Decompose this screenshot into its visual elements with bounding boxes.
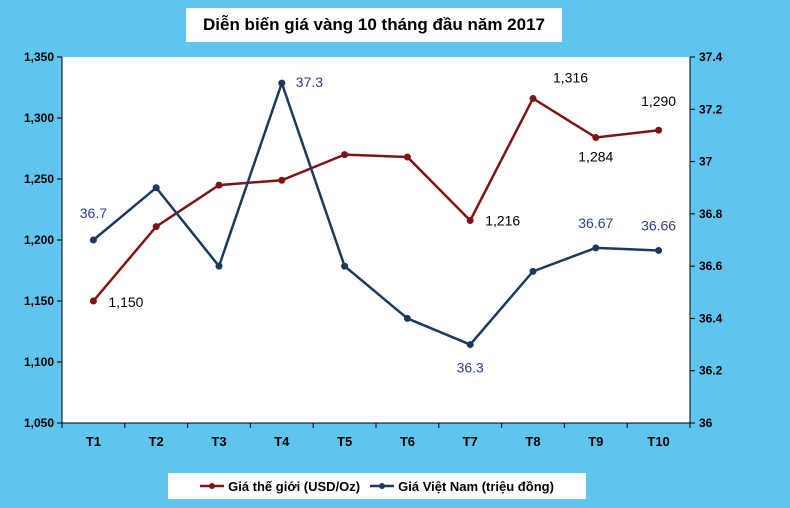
data-label-world: 1,316 — [553, 69, 588, 85]
series-line-world — [92, 96, 659, 302]
data-point-vietnam — [655, 246, 663, 254]
data-label-world: 1,216 — [485, 212, 520, 228]
x-tick-label: T3 — [211, 434, 226, 449]
legend-item-world: Giá thế giới (USD/Oz) — [200, 479, 360, 494]
data-point-vietnam — [592, 244, 600, 252]
y-right-tick-label: 37 — [699, 155, 713, 169]
y-right-tick-label: 36.4 — [699, 311, 723, 325]
y-left-tick-label: 1,300 — [24, 111, 54, 125]
legend-item-vietnam: Giá Việt Nam (triệu đồng) — [370, 479, 554, 494]
y-right-tick-label: 36.8 — [699, 207, 723, 221]
data-point-world — [592, 134, 600, 142]
y-left-tick-label: 1,350 — [24, 50, 54, 64]
data-point-world — [152, 223, 160, 231]
x-tick-label: T6 — [400, 434, 415, 449]
x-tick-label: T4 — [274, 434, 290, 449]
data-point-vietnam — [529, 267, 537, 275]
legend-label-world: Giá thế giới (USD/Oz) — [228, 478, 361, 494]
x-tick-label: T2 — [149, 434, 164, 449]
y-right-tick-label: 37.4 — [699, 50, 723, 64]
x-tick-label: T10 — [647, 434, 669, 449]
plot-area — [62, 57, 690, 423]
data-point-world — [403, 153, 411, 161]
legend-marker-vietnam — [370, 483, 395, 489]
x-tick-label: T7 — [463, 434, 478, 449]
legend: Giá thế giới (USD/Oz) Giá Việt Nam (triệ… — [168, 473, 586, 499]
data-label-vietnam: 36.3 — [457, 360, 484, 376]
y-left-tick-label: 1,150 — [24, 294, 54, 308]
y-left-tick-label: 1,250 — [24, 172, 54, 186]
data-point-vietnam — [152, 184, 160, 192]
x-tick-label: T9 — [588, 434, 603, 449]
x-tick-label: T5 — [337, 434, 352, 449]
y-right-tick-label: 36.6 — [699, 259, 723, 273]
data-point-world — [529, 94, 537, 102]
data-point-world — [215, 181, 223, 189]
y-left-tick-label: 1,100 — [24, 355, 54, 369]
y-right-tick-label: 37.2 — [699, 102, 723, 116]
data-label-vietnam: 37.3 — [296, 74, 323, 90]
data-label-world: 1,290 — [641, 93, 676, 109]
data-label-vietnam: 36.7 — [80, 205, 107, 221]
y-left-tick-label: 1,050 — [24, 416, 54, 430]
data-point-world — [466, 216, 474, 224]
data-point-vietnam — [215, 262, 223, 270]
data-point-vietnam — [278, 79, 286, 87]
data-label-world: 1,284 — [578, 149, 613, 165]
legend-label-vietnam: Giá Việt Nam (triệu đồng) — [398, 478, 554, 494]
data-point-vietnam — [403, 314, 411, 322]
data-label-vietnam: 36.66 — [641, 217, 676, 233]
x-tick-label: T1 — [86, 434, 101, 449]
data-point-vietnam — [466, 341, 474, 349]
x-tick-label: T8 — [525, 434, 540, 449]
y-right-tick-label: 36.2 — [699, 364, 723, 378]
data-point-vietnam — [341, 262, 349, 270]
data-label-vietnam: 36.67 — [578, 215, 613, 231]
data-point-world — [278, 176, 286, 184]
y-right-tick-label: 36 — [699, 416, 713, 430]
chart-title-box: Diễn biến giá vàng 10 tháng đầu năm 2017 — [186, 8, 562, 42]
data-point-world — [341, 151, 349, 159]
series-line-vietnam — [92, 79, 659, 347]
data-label-world: 1,150 — [108, 294, 143, 310]
y-left-tick-label: 1,200 — [24, 233, 54, 247]
data-point-world — [89, 297, 97, 305]
data-point-world — [655, 126, 663, 134]
data-point-vietnam — [89, 236, 97, 244]
legend-marker-world — [200, 483, 225, 489]
chart-title: Diễn biến giá vàng 10 tháng đầu năm 2017 — [203, 15, 545, 34]
